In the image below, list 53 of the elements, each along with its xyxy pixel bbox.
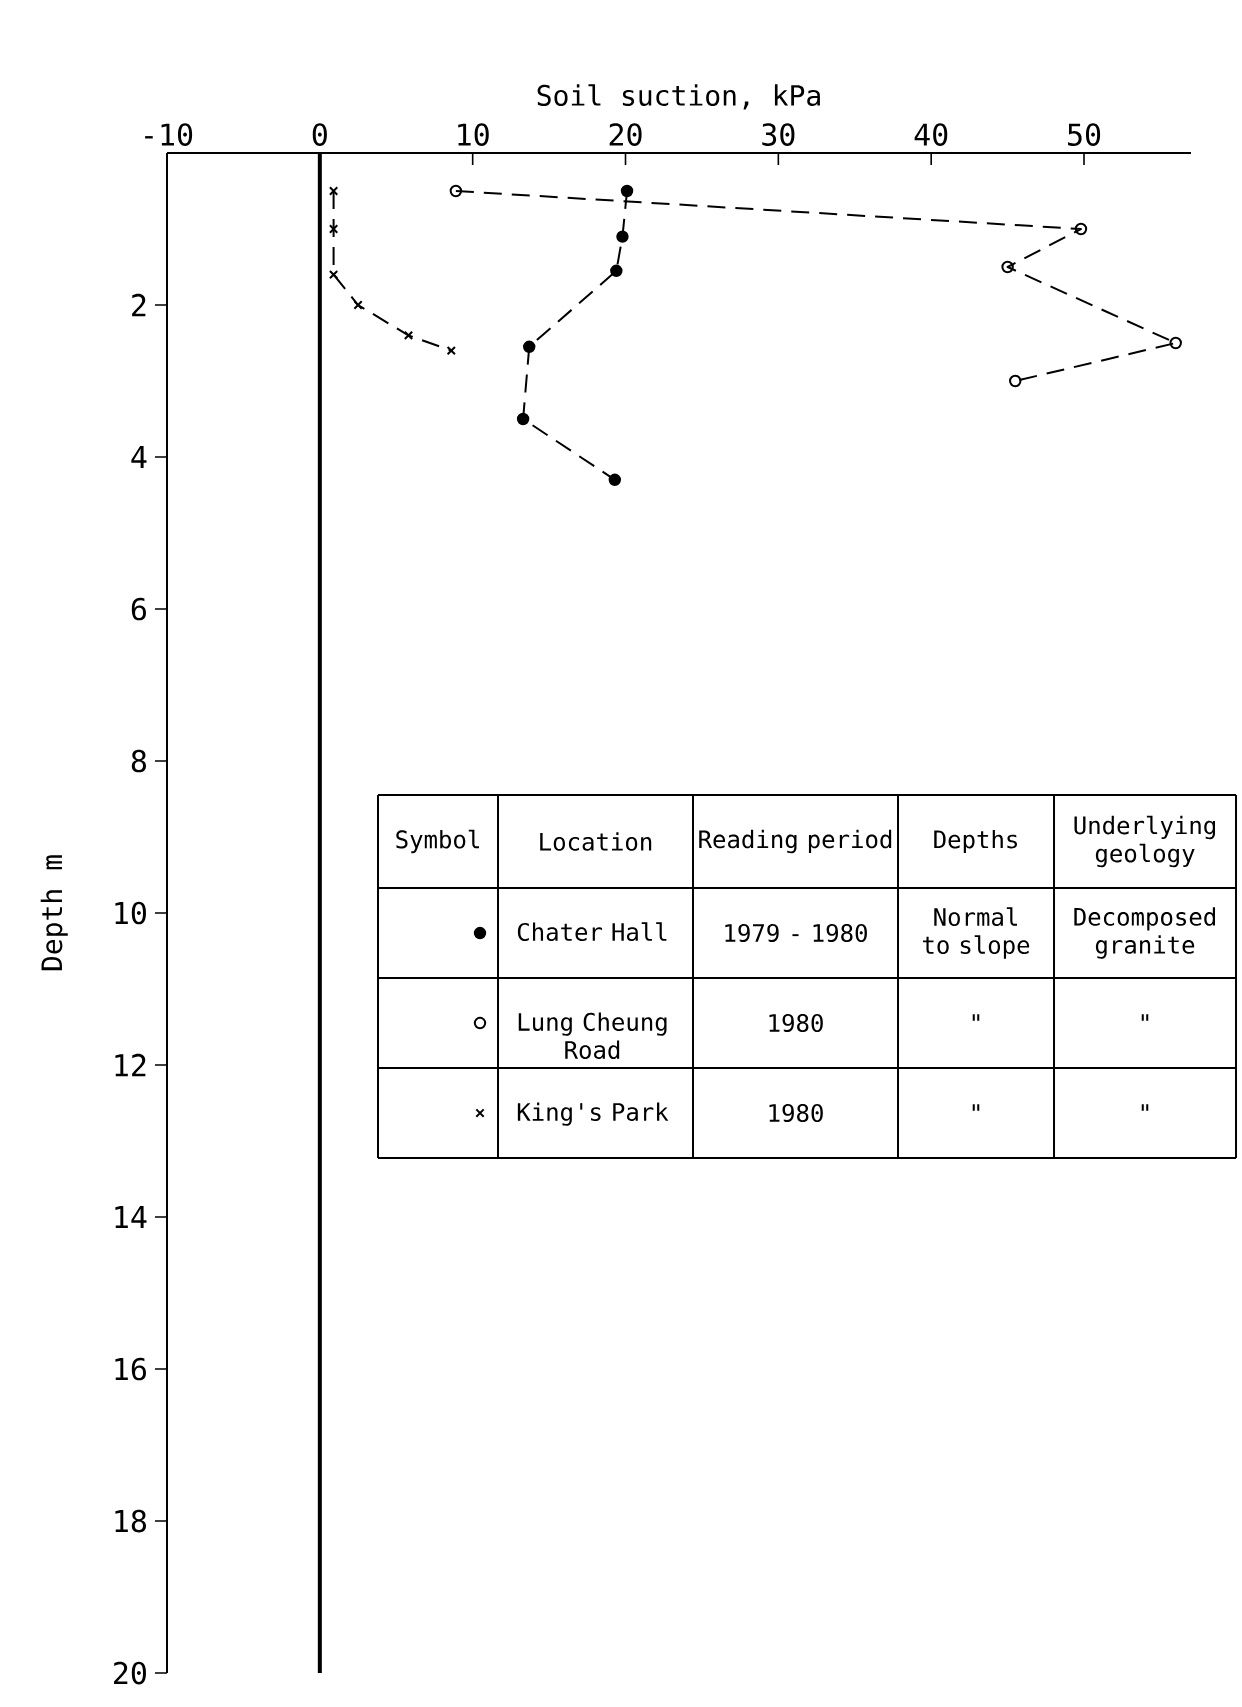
x-tick-label: -10 [145, 123, 193, 146]
annotation: 1980 [769, 1103, 823, 1123]
y-tick-label: 14 [115, 1206, 147, 1228]
annotation: Decomposed granite [1074, 907, 1215, 959]
annotation: " [972, 1104, 980, 1111]
y-axis-title: Depth m [40, 855, 68, 971]
x-tick-label: 10 [458, 123, 489, 146]
y-tick-label: 20 [114, 1661, 146, 1685]
annotation: " [1141, 1014, 1149, 1021]
point [449, 184, 463, 198]
annotation: Location [540, 832, 652, 851]
y-tick-label: 12 [115, 1053, 146, 1077]
annotation: 1979 - 1980 [725, 923, 867, 943]
y-tick-label: 4 [131, 446, 147, 468]
point [523, 340, 536, 353]
point [328, 224, 339, 234]
point [1169, 336, 1182, 350]
annotation: Symbol [396, 829, 480, 854]
legend-label: Lung Cheung Road [518, 1012, 667, 1059]
annotation: 1980 [769, 1013, 823, 1033]
annotation: Depths [934, 829, 1017, 854]
point [1009, 374, 1022, 388]
legend-label: Chater Hall [517, 922, 667, 942]
y-tick-label: 2 [132, 293, 146, 317]
y-tick-label: 8 [131, 749, 146, 773]
y-tick-label: 10 [115, 901, 146, 925]
x-tick-label: 30 [762, 123, 795, 146]
point [620, 184, 634, 198]
point [446, 345, 456, 356]
point [616, 230, 629, 243]
annotation: Reading period [699, 829, 892, 854]
x-axis-title: Soil suction, kPa [537, 84, 820, 110]
annotation: " [1141, 1104, 1149, 1111]
point [328, 269, 339, 280]
point [610, 264, 623, 277]
point [328, 186, 339, 196]
point [608, 473, 622, 487]
point [403, 330, 414, 341]
x-tick-label: 50 [1068, 123, 1101, 146]
legend-label: King's Park [517, 1102, 669, 1126]
annotation: Underlying geology [1074, 815, 1215, 868]
annotation: Normal to slope [922, 907, 1030, 959]
point [516, 412, 530, 426]
y-tick-label: 16 [115, 1357, 146, 1381]
point [1074, 222, 1088, 236]
x-tick-label: 0 [312, 123, 327, 146]
x-tick-label: 40 [914, 123, 948, 146]
point [1001, 260, 1014, 274]
annotation: " [972, 1014, 980, 1021]
y-tick-label: 18 [115, 1509, 146, 1533]
x-tick-label: 20 [609, 123, 642, 146]
y-tick-label: 6 [131, 597, 146, 621]
point [353, 300, 363, 310]
